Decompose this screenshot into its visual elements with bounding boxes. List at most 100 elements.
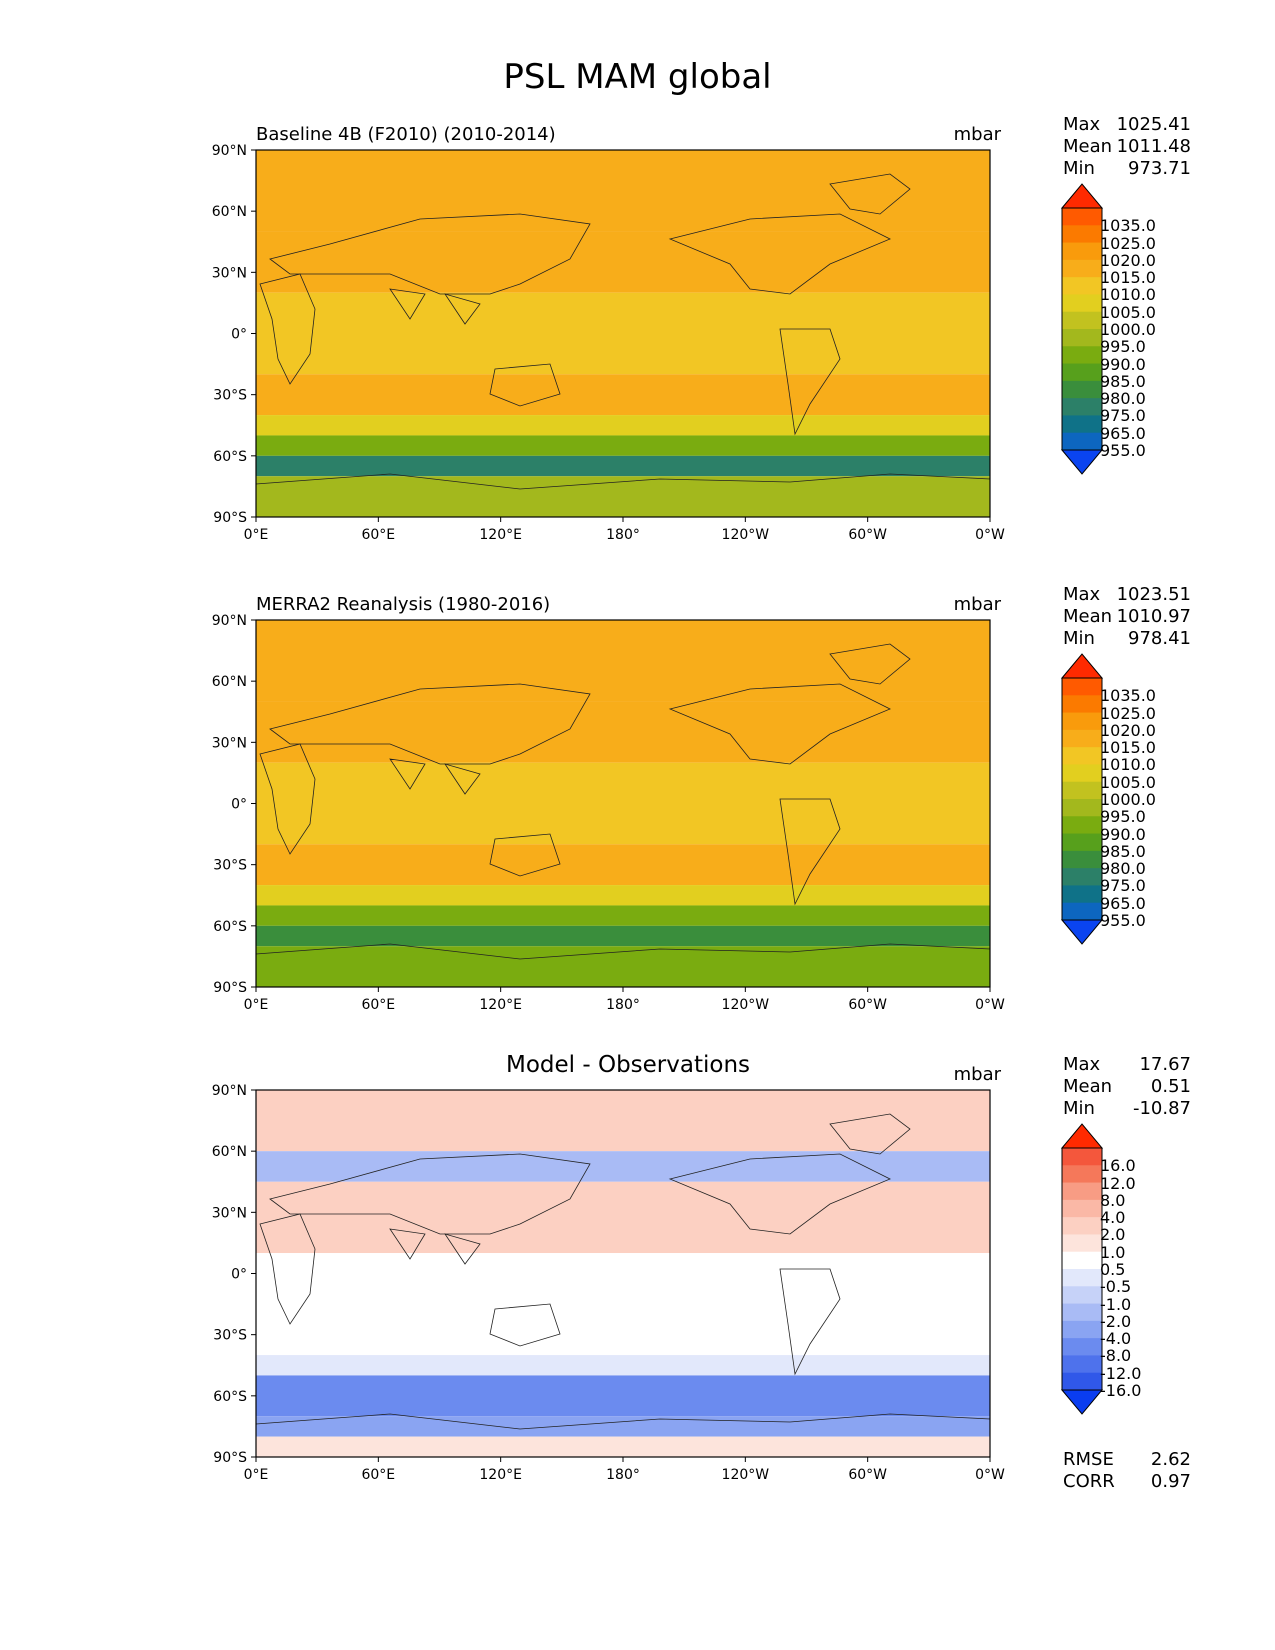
lat-tick-label: 90°N (212, 1083, 247, 1099)
stat-max-value: 1025.41 (1116, 114, 1191, 135)
stat-min-value: 978.41 (1128, 628, 1191, 649)
colorbar-tick-label: 1025.0 (1100, 703, 1156, 723)
stat-max-label: Max (1063, 1054, 1101, 1075)
lon-tick-label: 180° (606, 1467, 640, 1483)
colorbar-segment (1062, 816, 1102, 835)
colorbar-segment (1062, 1234, 1102, 1253)
coastline (269, 1153, 591, 1235)
stat-min-label: Min (1063, 1098, 1095, 1119)
lon-tick-label: 60°E (361, 527, 395, 543)
lat-tick-label: 0° (231, 327, 247, 343)
colorbar-segment (1062, 1199, 1102, 1218)
field-band (256, 885, 990, 906)
colorbar-tick-label: 975.0 (1100, 406, 1146, 426)
colorbar-segment (1062, 902, 1102, 921)
lat-tick-label: 0° (231, 1267, 247, 1283)
figure-title: PSL MAM global (503, 57, 772, 97)
coastline (269, 213, 591, 295)
colorbar-tick-label: -16.0 (1100, 1381, 1142, 1400)
colorbar-segment (1062, 277, 1102, 295)
field-band (256, 374, 990, 416)
coastline (389, 758, 481, 795)
lat-tick-label: 60°S (213, 449, 247, 465)
panel-merra2: MERRA2 Reanalysis (1980-2016) mbar 90°N 6… (0, 584, 1275, 1034)
field-band (256, 476, 990, 517)
colorbar-segment (1062, 1286, 1102, 1305)
colorbar-tick-label: 1035.0 (1100, 686, 1156, 706)
lon-tick-label: 60°E (361, 997, 395, 1013)
lat-tick-label: 30°S (213, 858, 247, 874)
colorbar-tick-label: 1025.0 (1100, 233, 1156, 253)
coastline (489, 1303, 561, 1347)
colorbar-tick-label: 1005.0 (1100, 772, 1156, 792)
lon-tick-label: 0°E (244, 1467, 269, 1483)
colorbar-segment (1062, 432, 1102, 451)
field-band (256, 415, 990, 436)
colorbar-segment (1062, 868, 1102, 886)
lon-tick-label: 120°W (722, 1467, 770, 1483)
field-band (256, 620, 990, 702)
colorbar-tick-label: 0.5 (1100, 1260, 1126, 1279)
units-label: mbar (953, 594, 1001, 615)
stat-max-value: 17.67 (1139, 1054, 1191, 1075)
field-band (256, 1090, 990, 1152)
lat-tick-label: 90°S (213, 510, 247, 526)
colorbar-tick-label: 1020.0 (1100, 720, 1156, 740)
field-band (256, 701, 990, 763)
colorbar-tick-label: 1005.0 (1100, 302, 1156, 322)
map-plot: 90°N 60°N 30°N 0° 30°S 60°S 90°S0°E 60°E 120°E 18… (212, 143, 1005, 543)
coastline (668, 683, 891, 765)
colorbar-segment (1062, 415, 1102, 434)
coastline (259, 743, 316, 855)
colorbar-tick-label: 980.0 (1100, 859, 1146, 879)
colorbar-segment (1062, 747, 1102, 765)
colorbar-segment (1062, 1165, 1102, 1184)
lat-tick-label: 90°N (212, 143, 247, 159)
colorbar-segment (1062, 1217, 1102, 1235)
map-plot: 90°N 60°N 30°N 0° 30°S 60°S 90°S0°E 60°E 120°E 18… (212, 613, 1005, 1013)
field-band (256, 762, 990, 845)
units-label: mbar (953, 1064, 1001, 1085)
colorbar-tick-label: -2.0 (1100, 1311, 1132, 1331)
field-band (256, 435, 990, 456)
stat-mean-value: 1010.97 (1116, 606, 1191, 627)
colorbar (1060, 183, 1104, 475)
lat-tick-label: 60°N (212, 204, 247, 220)
lon-tick-label: 0°W (975, 997, 1005, 1013)
field-band (256, 925, 990, 947)
field-band (256, 1416, 990, 1437)
colorbar-tick-label: 975.0 (1100, 876, 1146, 896)
colorbar-extend-min (1060, 449, 1104, 475)
colorbar-tick-label: 1035.0 (1100, 216, 1156, 236)
stat-min-label: Min (1063, 158, 1095, 179)
stat-corr-value: 0.97 (1150, 1471, 1191, 1492)
colorbar (1060, 1123, 1104, 1415)
colorbar-tick-label: 990.0 (1100, 354, 1146, 374)
error-stats-box: RMSE 2.62 CORR 0.97 (1063, 1449, 1191, 1493)
field-band (256, 844, 990, 886)
lat-tick-label: 30°N (212, 1205, 247, 1221)
colorbar-tick-label: 965.0 (1100, 893, 1146, 913)
lon-tick-label: 120°W (722, 527, 770, 543)
colorbar-segment (1062, 380, 1102, 399)
colorbar-segment (1062, 712, 1102, 731)
colorbar-segment (1062, 1320, 1102, 1339)
colorbar-segment (1062, 1269, 1102, 1287)
stat-min-value: 973.71 (1128, 158, 1191, 179)
colorbar-frame (1061, 677, 1103, 921)
lon-tick-label: 60°W (848, 527, 887, 543)
lon-tick-label: 120°E (479, 1467, 522, 1483)
colorbar-tick-label: 16.0 (1100, 1156, 1136, 1176)
field-band (256, 1436, 990, 1457)
colorbar-tick-label: 2.0 (1100, 1225, 1126, 1245)
colorbar-segment (1062, 294, 1102, 313)
lat-tick-label: 30°S (213, 388, 247, 404)
field-band (256, 455, 990, 477)
colorbar-tick-label: -8.0 (1100, 1346, 1132, 1366)
colorbar-tick-label: 1000.0 (1100, 320, 1156, 339)
coastline (779, 328, 841, 436)
stat-mean-label: Mean (1063, 1076, 1113, 1097)
colorbar-tick-label: 995.0 (1100, 337, 1146, 357)
colorbar-segment (1062, 329, 1102, 347)
colorbar-tick-label: 1010.0 (1100, 755, 1156, 775)
